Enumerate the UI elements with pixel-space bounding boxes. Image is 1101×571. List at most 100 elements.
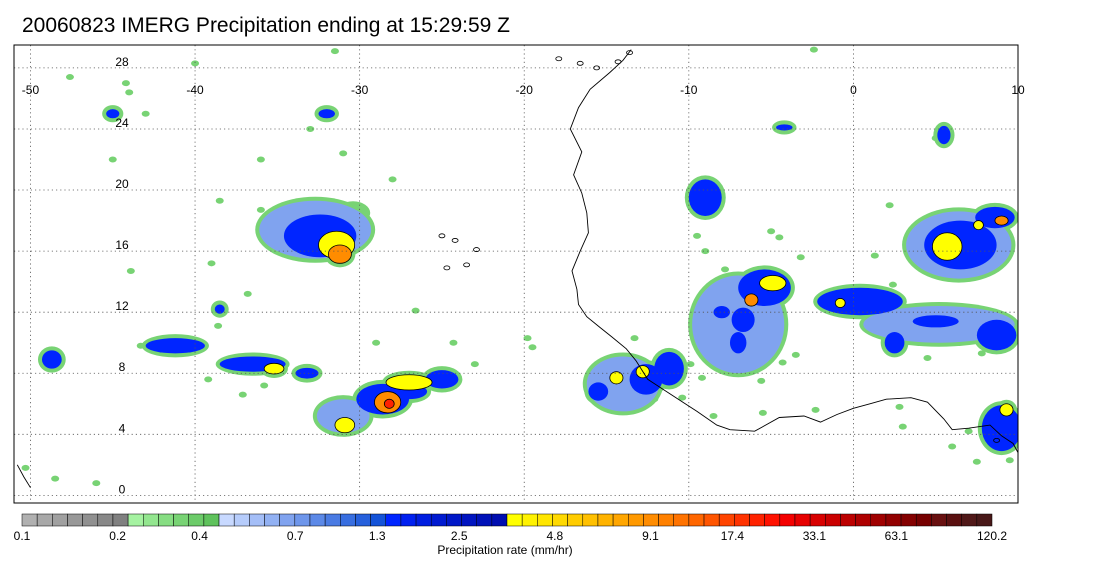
colorbar-swatch	[112, 513, 129, 527]
precip-cell	[731, 307, 755, 333]
colorbar-swatch	[582, 513, 599, 527]
precip-cell	[41, 350, 62, 369]
colorbar-swatch	[279, 513, 296, 527]
colorbar-tick-label: 17.4	[721, 529, 745, 543]
lat-tick-label: 20	[115, 177, 129, 191]
precip-speck	[449, 339, 458, 346]
colorbar-tick-label: 0.7	[287, 529, 304, 543]
colorbar-swatch	[658, 513, 674, 527]
precip-cell	[713, 306, 730, 319]
precip-cell	[817, 287, 903, 316]
precip-speck	[972, 458, 981, 465]
colorbar-swatch	[97, 513, 114, 527]
lat-tick-label: 16	[115, 238, 129, 252]
colorbar-swatch	[643, 513, 659, 527]
precip-speck	[758, 409, 767, 416]
colorbar-swatch	[870, 513, 887, 527]
precip-speck	[214, 322, 223, 329]
colorbar-swatch	[900, 513, 917, 527]
precip-speck	[678, 394, 687, 401]
colorbar-swatch	[203, 513, 220, 527]
colorbar-swatch	[703, 513, 720, 527]
precip-speck	[791, 351, 800, 358]
colorbar-swatch	[173, 513, 189, 527]
precip-speck	[388, 176, 397, 183]
precip-cell	[884, 332, 905, 354]
precip-cell	[106, 109, 120, 119]
precip-speck	[339, 150, 348, 157]
precip-cell	[385, 374, 433, 391]
colorbar-swatch	[567, 513, 584, 527]
precip-speck	[108, 156, 117, 163]
precip-cell	[759, 275, 787, 292]
colorbar-swatch	[309, 513, 326, 527]
precip-cell	[654, 351, 684, 386]
colorbar-swatch	[158, 513, 174, 527]
island	[626, 50, 633, 56]
island	[614, 59, 622, 65]
colorbar-tick-label: 0.1	[14, 529, 31, 543]
lat-tick-label: 12	[115, 299, 129, 313]
precip-speck	[948, 443, 957, 450]
colorbar-swatch	[36, 513, 53, 527]
precip-speck	[528, 344, 537, 351]
colorbar-tick-label: 33.1	[803, 529, 827, 543]
colorbar-tick-label: 0.4	[191, 529, 208, 543]
precip-speck	[757, 377, 766, 384]
colorbar-swatch	[855, 513, 871, 527]
precip-speck	[65, 74, 74, 81]
colorbar-swatch	[961, 513, 978, 527]
precip-speck	[411, 307, 420, 314]
precip-cell	[327, 244, 352, 264]
precip-speck	[709, 412, 718, 419]
colorbar-swatch	[67, 513, 83, 527]
precip-speck	[125, 89, 134, 96]
precip-speck	[721, 266, 730, 273]
precip-speck	[1005, 457, 1014, 464]
precip-speck	[693, 232, 702, 239]
colorbar-swatch	[127, 513, 144, 527]
lon-tick-label: 10	[1011, 83, 1025, 97]
precip-cell	[214, 304, 225, 314]
precip-speck	[256, 206, 265, 213]
colorbar-swatch	[324, 513, 341, 527]
precip-speck	[470, 361, 479, 368]
colorbar-tick-label: 1.3	[369, 529, 386, 543]
precip-speck	[306, 125, 315, 132]
colorbar-swatch	[446, 513, 462, 527]
island	[451, 238, 459, 243]
colorbar-swatch	[537, 513, 553, 527]
colorbar-swatch	[673, 513, 690, 527]
lat-tick-label: 8	[119, 360, 126, 374]
precip-cell	[776, 124, 793, 131]
island	[443, 265, 451, 271]
colorbar-swatch	[400, 513, 417, 527]
precip-cell	[981, 405, 1018, 452]
precip-cell	[994, 215, 1009, 226]
precip-speck	[778, 359, 787, 366]
precip-speck	[215, 197, 224, 204]
precip-speck	[811, 406, 820, 413]
colorbar-tick-label: 120.2	[977, 529, 1007, 543]
colorbar-tick-label: 2.5	[451, 529, 468, 543]
precip-cell	[912, 315, 959, 328]
precip-speck	[21, 464, 30, 471]
lon-tick-label: -50	[22, 83, 40, 97]
coastline-layer	[16, 49, 1018, 488]
precip-speck	[964, 428, 973, 435]
precip-cell	[383, 398, 395, 409]
precip-speck	[895, 403, 904, 410]
colorbar-swatch	[491, 513, 508, 527]
colorbar-swatch	[385, 513, 402, 527]
lat-tick-label: 28	[115, 55, 129, 69]
colorbar-swatch	[915, 513, 932, 527]
precip-speck	[630, 335, 639, 342]
precip-cell	[295, 367, 319, 379]
colorbar-swatch	[552, 513, 568, 527]
precip-cell	[834, 298, 846, 308]
precip-speck	[809, 46, 818, 53]
africa-coastline	[569, 49, 1018, 453]
colorbar-swatch	[430, 513, 447, 527]
colorbar-swatch	[718, 513, 735, 527]
